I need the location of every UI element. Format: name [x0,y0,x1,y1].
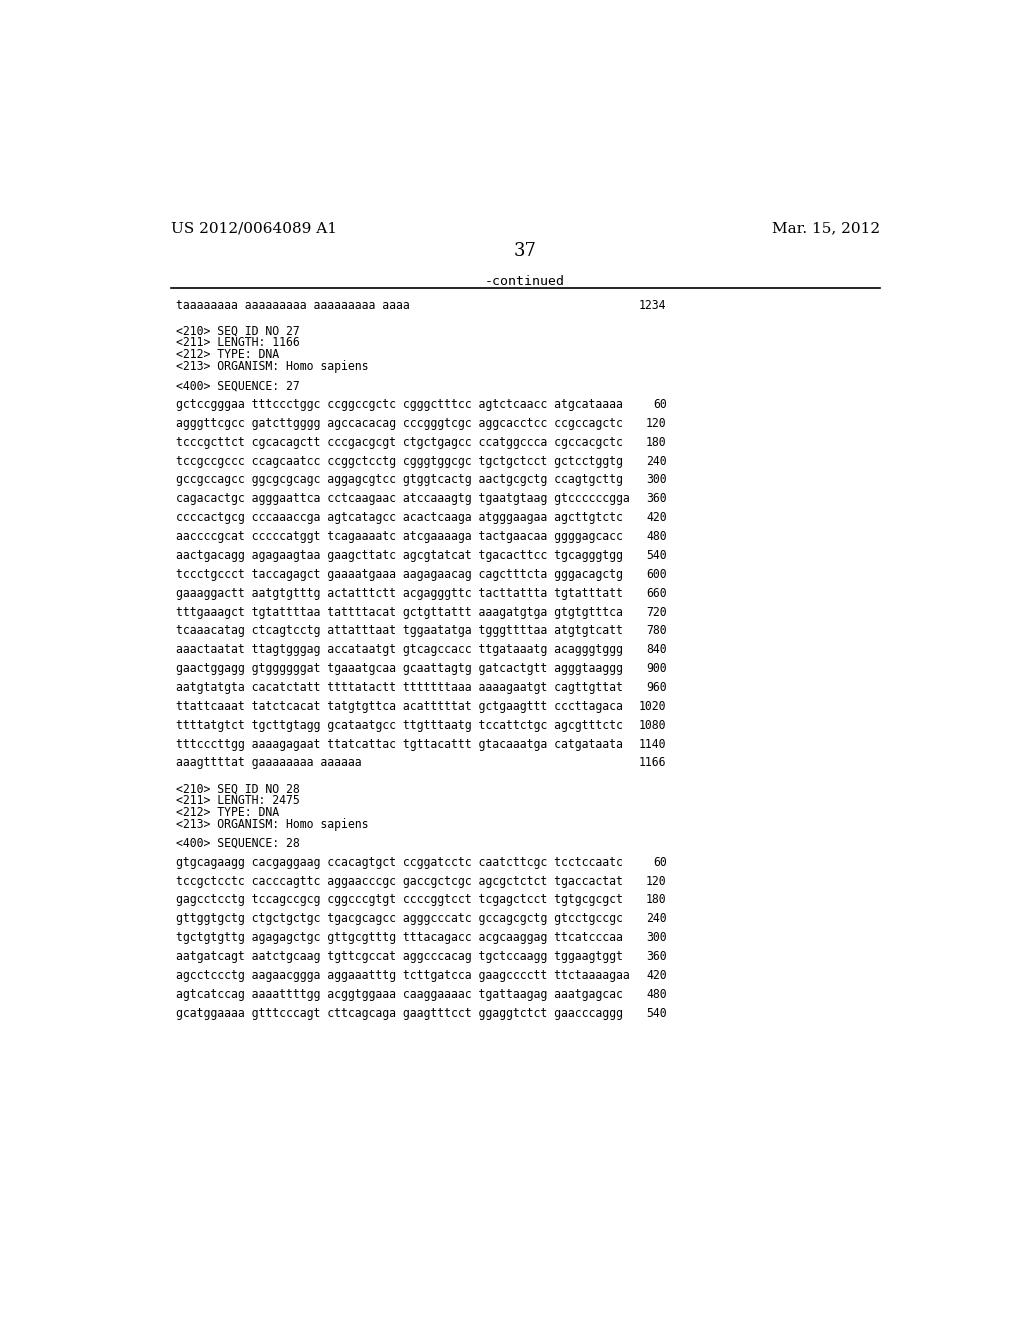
Text: cagacactgc agggaattca cctcaagaac atccaaagtg tgaatgtaag gtccccccgga: cagacactgc agggaattca cctcaagaac atccaaa… [176,492,630,506]
Text: 900: 900 [646,663,667,675]
Text: aatgatcagt aatctgcaag tgttcgccat aggcccacag tgctccaagg tggaagtggt: aatgatcagt aatctgcaag tgttcgccat aggccca… [176,950,623,964]
Text: <213> ORGANISM: Homo sapiens: <213> ORGANISM: Homo sapiens [176,818,369,832]
Text: 780: 780 [646,624,667,638]
Text: 660: 660 [646,586,667,599]
Text: gcatggaaaa gtttcccagt cttcagcaga gaagtttcct ggaggtctct gaacccaggg: gcatggaaaa gtttcccagt cttcagcaga gaagttt… [176,1007,623,1019]
Text: gctccgggaa tttccctggc ccggccgctc cgggctttcc agtctcaacc atgcataaaa: gctccgggaa tttccctggc ccggccgctc cgggctt… [176,399,623,411]
Text: agggttcgcc gatcttgggg agccacacag cccgggtcgc aggcacctcc ccgccagctc: agggttcgcc gatcttgggg agccacacag cccgggt… [176,417,623,430]
Text: 60: 60 [653,855,667,869]
Text: tcaaacatag ctcagtcctg attatttaat tggaatatga tgggttttaa atgtgtcatt: tcaaacatag ctcagtcctg attatttaat tggaata… [176,624,623,638]
Text: 1080: 1080 [639,718,667,731]
Text: gaaaggactt aatgtgtttg actatttctt acgagggttc tacttattta tgtatttatt: gaaaggactt aatgtgtttg actatttctt acgaggg… [176,586,623,599]
Text: 240: 240 [646,912,667,925]
Text: aactgacagg agagaagtaa gaagcttatc agcgtatcat tgacacttcc tgcagggtgg: aactgacagg agagaagtaa gaagcttatc agcgtat… [176,549,623,562]
Text: aaactaatat ttagtgggag accataatgt gtcagccacc ttgataaatg acagggtggg: aaactaatat ttagtgggag accataatgt gtcagcc… [176,643,623,656]
Text: 540: 540 [646,1007,667,1019]
Text: 37: 37 [513,242,537,260]
Text: ttttatgtct tgcttgtagg gcataatgcc ttgtttaatg tccattctgc agcgtttctc: ttttatgtct tgcttgtagg gcataatgcc ttgttta… [176,718,623,731]
Text: 1166: 1166 [639,756,667,770]
Text: <211> LENGTH: 1166: <211> LENGTH: 1166 [176,337,300,350]
Text: taaaaaaaa aaaaaaaaa aaaaaaaaa aaaa: taaaaaaaa aaaaaaaaa aaaaaaaaa aaaa [176,298,410,312]
Text: 420: 420 [646,969,667,982]
Text: 360: 360 [646,950,667,964]
Text: <400> SEQUENCE: 27: <400> SEQUENCE: 27 [176,379,300,392]
Text: gtgcagaagg cacgaggaag ccacagtgct ccggatcctc caatcttcgc tcctccaatc: gtgcagaagg cacgaggaag ccacagtgct ccggatc… [176,855,623,869]
Text: gttggtgctg ctgctgctgc tgacgcagcc agggcccatc gccagcgctg gtcctgccgc: gttggtgctg ctgctgctgc tgacgcagcc agggccc… [176,912,623,925]
Text: <212> TYPE: DNA: <212> TYPE: DNA [176,807,280,820]
Text: agcctccctg aagaacggga aggaaatttg tcttgatcca gaagcccctt ttctaaaagaa: agcctccctg aagaacggga aggaaatttg tcttgat… [176,969,630,982]
Text: ccccactgcg cccaaaccga agtcatagcc acactcaaga atgggaagaa agcttgtctc: ccccactgcg cccaaaccga agtcatagcc acactca… [176,511,623,524]
Text: 60: 60 [653,399,667,411]
Text: 240: 240 [646,454,667,467]
Text: agtcatccag aaaattttgg acggtggaaa caaggaaaac tgattaagag aaatgagcac: agtcatccag aaaattttgg acggtggaaa caaggaa… [176,987,623,1001]
Text: tgctgtgttg agagagctgc gttgcgtttg tttacagacc acgcaaggag ttcatcccaa: tgctgtgttg agagagctgc gttgcgtttg tttacag… [176,931,623,944]
Text: <213> ORGANISM: Homo sapiens: <213> ORGANISM: Homo sapiens [176,360,369,374]
Text: tcccgcttct cgcacagctt cccgacgcgt ctgctgagcc ccatggccca cgccacgctc: tcccgcttct cgcacagctt cccgacgcgt ctgctga… [176,436,623,449]
Text: 420: 420 [646,511,667,524]
Text: tttgaaagct tgtattttaa tattttacat gctgttattt aaagatgtga gtgtgtttca: tttgaaagct tgtattttaa tattttacat gctgtta… [176,606,623,619]
Text: <212> TYPE: DNA: <212> TYPE: DNA [176,348,280,362]
Text: Mar. 15, 2012: Mar. 15, 2012 [772,222,880,235]
Text: <210> SEQ ID NO 27: <210> SEQ ID NO 27 [176,325,300,338]
Text: tttcccttgg aaaagagaat ttatcattac tgttacattt gtacaaatga catgataata: tttcccttgg aaaagagaat ttatcattac tgttaca… [176,738,623,751]
Text: 300: 300 [646,474,667,487]
Text: -continued: -continued [484,276,565,288]
Text: 300: 300 [646,931,667,944]
Text: 1020: 1020 [639,700,667,713]
Text: aaccccgcat cccccatggt tcagaaaatc atcgaaaaga tactgaacaa ggggagcacc: aaccccgcat cccccatggt tcagaaaatc atcgaaa… [176,531,623,543]
Text: 720: 720 [646,606,667,619]
Text: gccgccagcc ggcgcgcagc aggagcgtcc gtggtcactg aactgcgctg ccagtgcttg: gccgccagcc ggcgcgcagc aggagcgtcc gtggtca… [176,474,623,487]
Text: 180: 180 [646,894,667,907]
Text: 180: 180 [646,436,667,449]
Text: <211> LENGTH: 2475: <211> LENGTH: 2475 [176,795,300,807]
Text: tccgctcctc cacccagttc aggaacccgc gaccgctcgc agcgctctct tgaccactat: tccgctcctc cacccagttc aggaacccgc gaccgct… [176,875,623,887]
Text: <400> SEQUENCE: 28: <400> SEQUENCE: 28 [176,837,300,850]
Text: 120: 120 [646,875,667,887]
Text: tccgccgccc ccagcaatcc ccggctcctg cgggtggcgc tgctgctcct gctcctggtg: tccgccgccc ccagcaatcc ccggctcctg cgggtgg… [176,454,623,467]
Text: gagcctcctg tccagccgcg cggcccgtgt ccccggtcct tcgagctcct tgtgcgcgct: gagcctcctg tccagccgcg cggcccgtgt ccccggt… [176,894,623,907]
Text: aatgtatgta cacatctatt ttttatactt tttttttaaa aaaagaatgt cagttgttat: aatgtatgta cacatctatt ttttatactt ttttttt… [176,681,623,694]
Text: gaactggagg gtggggggat tgaaatgcaa gcaattagtg gatcactgtt agggtaaggg: gaactggagg gtggggggat tgaaatgcaa gcaatta… [176,663,623,675]
Text: US 2012/0064089 A1: US 2012/0064089 A1 [171,222,337,235]
Text: 1140: 1140 [639,738,667,751]
Text: 840: 840 [646,643,667,656]
Text: 960: 960 [646,681,667,694]
Text: 120: 120 [646,417,667,430]
Text: 1234: 1234 [639,298,667,312]
Text: tccctgccct taccagagct gaaaatgaaa aagagaacag cagctttcta gggacagctg: tccctgccct taccagagct gaaaatgaaa aagagaa… [176,568,623,581]
Text: 360: 360 [646,492,667,506]
Text: 600: 600 [646,568,667,581]
Text: 480: 480 [646,531,667,543]
Text: 540: 540 [646,549,667,562]
Text: aaagttttat gaaaaaaaa aaaaaa: aaagttttat gaaaaaaaa aaaaaa [176,756,361,770]
Text: ttattcaaat tatctcacat tatgtgttca acatttttat gctgaagttt cccttagaca: ttattcaaat tatctcacat tatgtgttca acatttt… [176,700,623,713]
Text: <210> SEQ ID NO 28: <210> SEQ ID NO 28 [176,783,300,795]
Text: 480: 480 [646,987,667,1001]
